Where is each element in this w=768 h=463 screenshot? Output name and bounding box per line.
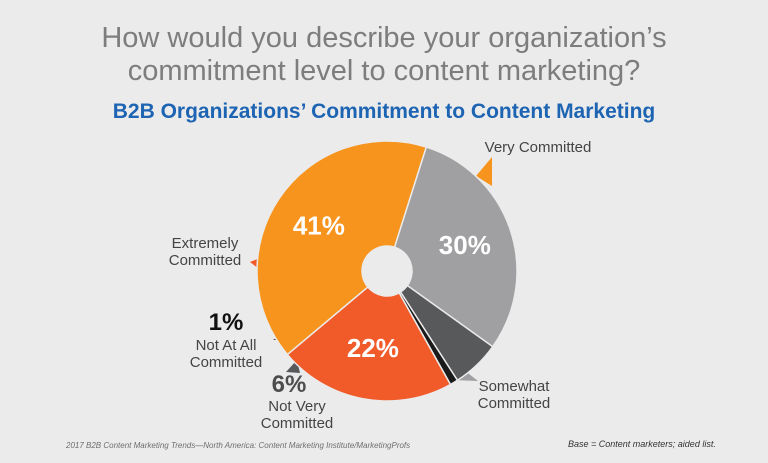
slice-category-label-1: Somewhat Committed	[478, 378, 551, 412]
donut-hole	[362, 246, 412, 296]
question-line-2: commitment level to content marketing?	[127, 55, 641, 87]
slice-pointer-0	[476, 157, 492, 186]
slice-category-label-4: Extremely Committed	[169, 235, 242, 269]
slice-value-label-3: 1%	[209, 309, 244, 336]
slice-value-label-4: 22%	[347, 333, 399, 363]
source-note: 2017 B2B Content Marketing Trends—North …	[66, 441, 411, 450]
base-note: Base = Content marketers; aided list.	[568, 439, 716, 449]
slice-value-label-1: 30%	[439, 230, 491, 260]
slice-category-label-0: Very Committed	[485, 139, 592, 156]
chart-title: B2B Organizations’ Commitment to Content…	[112, 100, 656, 123]
question-line-1: How would you describe your organization…	[101, 22, 667, 54]
slice-category-label-3: Not At All Committed	[190, 337, 263, 371]
slice-category-label-2: Not Very Committed	[261, 398, 334, 432]
slice-value-label-2: 6%	[272, 371, 307, 398]
question-heading: How would you describe your organization…	[0, 22, 768, 88]
slice-value-label-0: 41%	[293, 210, 345, 240]
